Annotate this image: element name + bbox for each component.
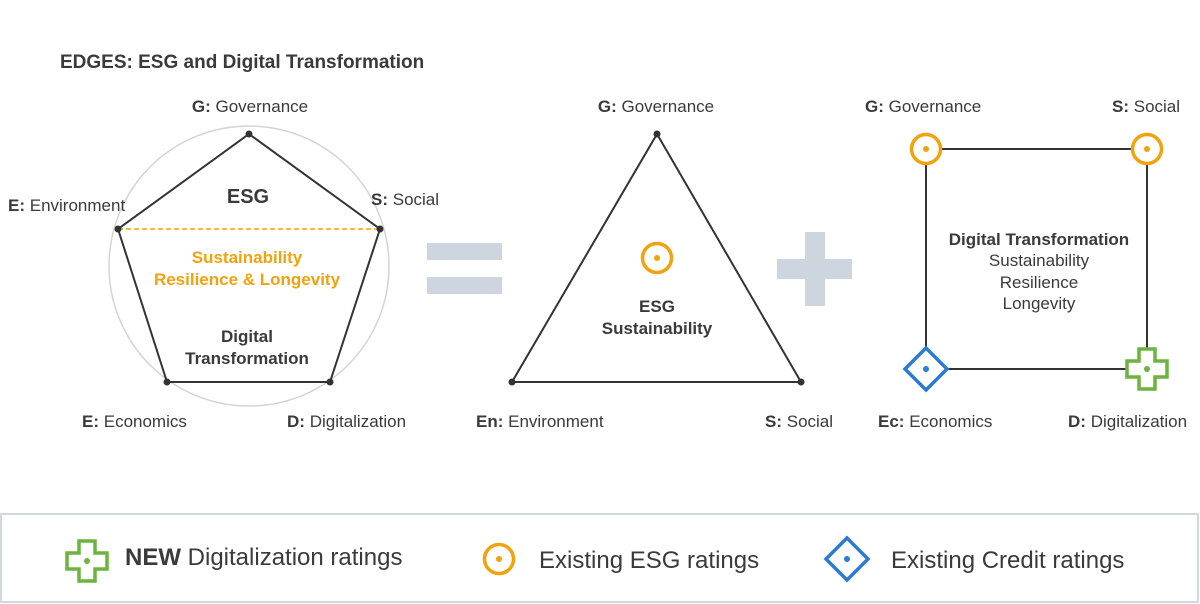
pentagon-transformation-label: Transformation [185,349,309,368]
legend-box [0,513,1199,603]
triangle-label-environment: En: Environment [476,412,604,431]
triangle-vertex-dot [653,130,661,138]
square-title-label: Digital Transformation [949,230,1129,249]
pentagon-esg-label: ESG [227,186,269,208]
equals-icon [427,243,502,294]
pentagon-label-economics: E: Economics [82,412,187,431]
triangle-sustainability-label: Sustainability [602,319,713,338]
plus-icon [777,232,852,306]
orange-circle-icon [482,542,516,576]
pentagon-label-environment: E: Environment [8,196,125,215]
esg-rating-circle-icon [909,132,943,166]
green-cross-icon [65,539,109,583]
credit-rating-diamond-icon [902,345,950,393]
square-line-resilience: Resilience [1000,273,1078,292]
pentagon-vertex-dot [163,378,171,386]
pentagon-digital-label: Digital [221,327,273,346]
pentagon-vertex-dot [376,225,384,233]
digitalization-rating-cross-icon [1125,347,1169,391]
triangle-vertex-dot [508,378,516,386]
triangle-shape [510,132,803,383]
square-line-sustainability: Sustainability [989,251,1090,270]
esg-rating-circle-icon [1130,132,1164,166]
legend-digitalization-label: NEW Digitalization ratings [125,544,402,571]
pentagon-label-governance: G: Governance [192,97,308,116]
legend-credit-label: Existing Credit ratings [891,547,1124,574]
pentagon-vertex-dot [114,225,122,233]
triangle-esg-label: ESG [639,297,675,316]
legend-esg-label: Existing ESG ratings [539,547,759,574]
pentagon-circle [108,125,390,407]
triangle-diagram: G: Governance En: Environment S: Social … [476,97,833,431]
esg-rating-circle-icon [640,241,674,275]
pentagon-label-social: S: Social [371,190,439,209]
square-label-social: S: Social [1112,97,1180,116]
legend: NEW Digitalization ratings Existing ESG … [0,513,1199,603]
pentagon-label-digitalization: D: Digitalization [287,412,406,431]
square-label-economics: Ec: Economics [878,412,992,431]
page-title: EDGES: ESG and Digital Transformation [60,52,424,73]
pentagon-resilience-label: Resilience & Longevity [154,270,341,289]
triangle-vertex-dot [797,378,805,386]
pentagon-vertex-dot [326,378,334,386]
pentagon-diagram: G: Governance E: Environment S: Social E… [8,97,439,431]
pentagon-shape [116,132,382,383]
square-line-longevity: Longevity [1003,294,1076,313]
square-diagram: G: Governance S: Social Ec: Economics D:… [865,97,1187,431]
blue-diamond-icon [823,535,871,583]
pentagon-sustainability-label: Sustainability [192,248,303,267]
square-label-digitalization: D: Digitalization [1068,412,1187,431]
pentagon-vertex-dot [245,130,253,138]
triangle-label-governance: G: Governance [598,97,714,116]
square-label-governance: G: Governance [865,97,981,116]
square-shape [925,148,1148,370]
triangle-label-social: S: Social [765,412,833,431]
